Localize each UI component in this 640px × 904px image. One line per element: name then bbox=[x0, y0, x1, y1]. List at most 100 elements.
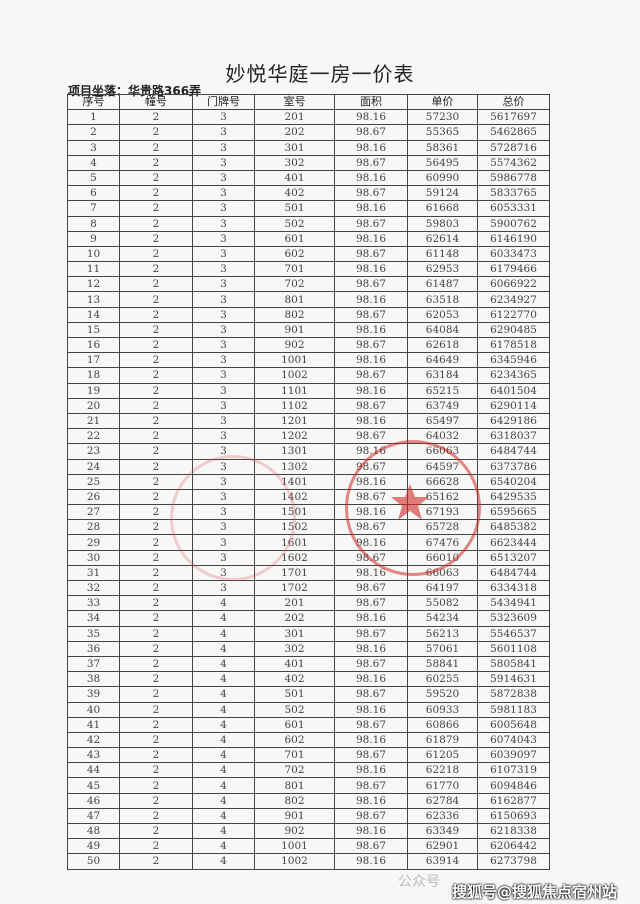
cell-total-price: 6074043 bbox=[477, 731, 550, 749]
cell-index: 1 bbox=[67, 109, 120, 126]
cell-unit-price: 66628 bbox=[407, 473, 478, 490]
cell-door: 3 bbox=[192, 124, 255, 141]
cell-area: 98.16 bbox=[334, 701, 408, 718]
table-row: 25 2 3 1401 98.16 66628 6540204 bbox=[67, 473, 550, 490]
cell-index: 26 bbox=[67, 488, 120, 506]
cell-door: 3 bbox=[192, 473, 255, 490]
header-room: 室号 bbox=[254, 93, 335, 111]
cell-unit-price: 62901 bbox=[407, 838, 478, 855]
cell-door: 4 bbox=[192, 853, 255, 870]
cell-area: 98.67 bbox=[334, 458, 408, 475]
cell-unit-price: 61770 bbox=[407, 777, 478, 794]
cell-area: 98.67 bbox=[334, 215, 408, 232]
cell-area: 98.16 bbox=[334, 443, 408, 460]
cell-door: 3 bbox=[192, 261, 255, 278]
cell-building: 2 bbox=[119, 412, 193, 430]
cell-unit-price: 60990 bbox=[407, 169, 478, 187]
table-row: 30 2 3 1602 98.67 66010 6513207 bbox=[67, 549, 550, 566]
cell-area: 98.16 bbox=[334, 352, 408, 369]
cell-total-price: 6345946 bbox=[477, 352, 550, 369]
cell-total-price: 5986778 bbox=[477, 169, 550, 187]
cell-building: 2 bbox=[119, 367, 193, 384]
cell-area: 98.16 bbox=[334, 382, 408, 399]
header-door: 门牌号 bbox=[192, 93, 255, 111]
cell-room: 1002 bbox=[254, 367, 335, 384]
table-row: 36 2 4 302 98.16 57061 5601108 bbox=[67, 640, 550, 657]
table-row: 27 2 3 1501 98.16 67193 6595665 bbox=[67, 504, 550, 521]
cell-room: 301 bbox=[254, 139, 335, 156]
cell-total-price: 6005648 bbox=[477, 716, 550, 733]
cell-door: 3 bbox=[192, 397, 255, 414]
cell-area: 98.67 bbox=[334, 154, 408, 171]
cell-unit-price: 59124 bbox=[407, 185, 478, 202]
cell-door: 4 bbox=[192, 731, 255, 749]
cell-door: 3 bbox=[192, 549, 255, 566]
cell-index: 17 bbox=[67, 352, 120, 369]
table-row: 44 2 4 702 98.16 62218 6107319 bbox=[67, 762, 550, 779]
cell-index: 41 bbox=[67, 716, 120, 733]
table-row: 47 2 4 901 98.67 62336 6150693 bbox=[67, 807, 550, 825]
cell-room: 802 bbox=[254, 306, 335, 323]
cell-total-price: 5434941 bbox=[477, 595, 550, 612]
cell-unit-price: 62053 bbox=[407, 306, 478, 323]
cell-building: 2 bbox=[119, 731, 193, 749]
cell-door: 3 bbox=[192, 519, 255, 536]
cell-room: 901 bbox=[254, 807, 335, 825]
watermark-faint: 公众号 bbox=[398, 874, 440, 890]
cell-door: 3 bbox=[192, 321, 255, 339]
cell-index: 6 bbox=[67, 185, 120, 202]
cell-area: 98.67 bbox=[334, 397, 408, 414]
cell-room: 402 bbox=[254, 185, 335, 202]
cell-building: 2 bbox=[119, 655, 193, 673]
cell-total-price: 5546537 bbox=[477, 625, 550, 642]
cell-index: 44 bbox=[67, 762, 120, 779]
cell-index: 10 bbox=[67, 245, 120, 263]
cell-building: 2 bbox=[119, 473, 193, 490]
cell-unit-price: 65728 bbox=[407, 519, 478, 536]
header-building: 幢号 bbox=[119, 93, 193, 111]
cell-index: 13 bbox=[67, 291, 120, 308]
cell-room: 702 bbox=[254, 762, 335, 779]
header-area: 面积 bbox=[334, 93, 408, 111]
cell-index: 43 bbox=[67, 747, 120, 764]
cell-door: 4 bbox=[192, 640, 255, 657]
cell-total-price: 6146190 bbox=[477, 230, 550, 247]
cell-building: 2 bbox=[119, 716, 193, 733]
cell-total-price: 6179466 bbox=[477, 261, 550, 278]
cell-index: 3 bbox=[67, 139, 120, 156]
cell-building: 2 bbox=[119, 154, 193, 171]
cell-index: 15 bbox=[67, 321, 120, 339]
cell-unit-price: 58361 bbox=[407, 139, 478, 156]
table-row: 41 2 4 601 98.67 60866 6005648 bbox=[67, 716, 550, 733]
cell-index: 25 bbox=[67, 473, 120, 490]
cell-total-price: 6334318 bbox=[477, 579, 550, 597]
cell-room: 1601 bbox=[254, 534, 335, 551]
cell-total-price: 5914631 bbox=[477, 671, 550, 688]
cell-index: 11 bbox=[67, 261, 120, 278]
cell-door: 4 bbox=[192, 747, 255, 764]
cell-building: 2 bbox=[119, 261, 193, 278]
cell-door: 3 bbox=[192, 412, 255, 430]
cell-area: 98.16 bbox=[334, 291, 408, 308]
cell-room: 201 bbox=[254, 595, 335, 612]
cell-unit-price: 62953 bbox=[407, 261, 478, 278]
cell-area: 98.16 bbox=[334, 321, 408, 339]
table-row: 48 2 4 902 98.16 63349 6218338 bbox=[67, 822, 550, 840]
cell-total-price: 6290114 bbox=[477, 397, 550, 414]
cell-index: 49 bbox=[67, 838, 120, 855]
cell-unit-price: 56213 bbox=[407, 625, 478, 642]
cell-total-price: 5728716 bbox=[477, 139, 550, 156]
cell-room: 501 bbox=[254, 686, 335, 703]
table-row: 32 2 3 1702 98.67 64197 6334318 bbox=[67, 579, 550, 597]
cell-room: 1502 bbox=[254, 519, 335, 536]
cell-total-price: 6039097 bbox=[477, 747, 550, 764]
table-row: 23 2 3 1301 98.16 66063 6484744 bbox=[67, 443, 550, 460]
cell-door: 4 bbox=[192, 610, 255, 627]
cell-area: 98.16 bbox=[334, 230, 408, 247]
cell-door: 3 bbox=[192, 579, 255, 597]
cell-door: 4 bbox=[192, 625, 255, 642]
cell-door: 3 bbox=[192, 215, 255, 232]
cell-area: 98.16 bbox=[334, 762, 408, 779]
cell-total-price: 6162877 bbox=[477, 792, 550, 809]
cell-area: 98.67 bbox=[334, 625, 408, 642]
